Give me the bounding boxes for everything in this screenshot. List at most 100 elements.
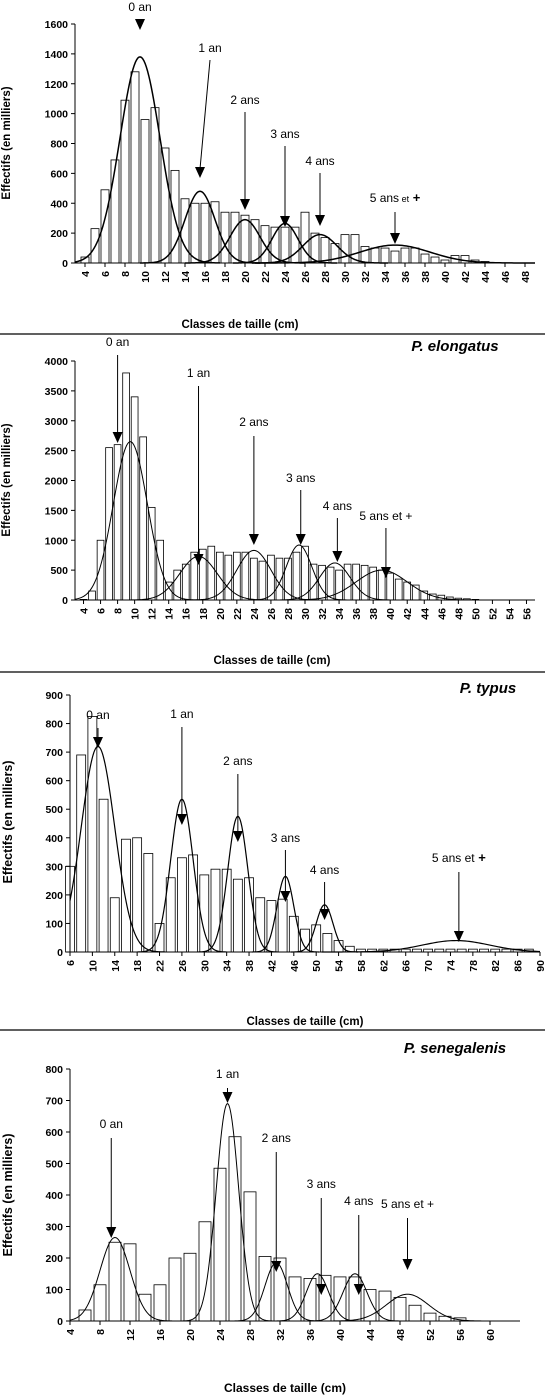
y-tick-label: 600 (45, 776, 63, 788)
x-tick-label: 34 (334, 608, 346, 620)
x-tick-label: 26 (300, 271, 312, 283)
histogram-bar (139, 436, 147, 601)
histogram-bar (243, 1191, 257, 1322)
x-tick-label: 14 (180, 271, 192, 283)
histogram-bar (98, 798, 109, 953)
histogram-bar (250, 557, 258, 601)
y-tick-label: 100 (45, 918, 63, 930)
x-tick-label: 12 (125, 1329, 137, 1341)
x-tick-label: 34 (380, 271, 392, 283)
x-tick-label: 44 (365, 1329, 377, 1341)
x-tick-label: 28 (320, 271, 332, 283)
x-tick-label: 42 (402, 608, 414, 620)
histogram-bar (93, 1284, 107, 1322)
histogram-bar (232, 878, 243, 953)
x-tick-label: 30 (199, 960, 211, 972)
histogram-bar (410, 247, 420, 264)
x-tick-label: 18 (220, 271, 232, 283)
age-class-curve (279, 569, 484, 601)
histogram-bar (224, 554, 233, 601)
y-axis-label: Effectifs (en milliers) (1, 423, 13, 536)
y-tick-label: 600 (50, 168, 68, 180)
x-tick-label: 48 (453, 608, 465, 620)
histogram-bar (143, 853, 154, 953)
age-label: 5 ans et + (381, 1197, 434, 1211)
age-label: 1 an (216, 1067, 239, 1081)
age-arrow-head (390, 233, 400, 244)
age-arrow-head (240, 199, 250, 210)
age-class-curve (272, 1273, 363, 1322)
y-tick-label: 0 (57, 947, 63, 959)
x-tick-label: 44 (480, 271, 492, 283)
age-class-curve (185, 549, 323, 601)
histogram-bar (430, 256, 440, 264)
x-tick-label: 36 (305, 1329, 317, 1341)
histogram-bar (181, 563, 190, 601)
histogram-bar (138, 1293, 152, 1322)
x-tick-label: 62 (378, 960, 390, 972)
x-tick-label: 26 (266, 608, 278, 620)
x-tick-label: 48 (395, 1329, 407, 1341)
y-tick-label: 0 (57, 1316, 63, 1328)
y-tick-label: 2000 (45, 476, 69, 488)
histogram-bar (400, 247, 410, 264)
histogram-bar (87, 716, 98, 953)
y-tick-label: 3000 (45, 416, 69, 428)
age-label-suffix: et (399, 194, 410, 204)
y-tick-label: 500 (45, 1159, 63, 1171)
age-label-plus: + (475, 850, 487, 865)
age-arrow-head (112, 432, 123, 443)
x-tick-label: 8 (113, 608, 125, 614)
x-tick-label: 40 (385, 608, 397, 620)
age-label: 3 ans (271, 831, 300, 845)
y-tick-label: 400 (45, 1190, 63, 1202)
age-label: 2 ans (262, 1131, 291, 1145)
histogram-bar (258, 560, 267, 601)
histogram-bar (303, 1278, 317, 1322)
age-label: 4 ans (310, 863, 339, 877)
age-label: 4 ans (323, 499, 352, 513)
age-class-curve (247, 544, 351, 601)
x-tick-label: 54 (504, 608, 516, 620)
x-tick-label: 6 (100, 271, 112, 277)
chart-title: P. senegalenis (404, 1040, 506, 1057)
x-tick-label: 20 (185, 1329, 197, 1341)
x-tick-label: 90 (535, 960, 545, 972)
y-axis-label: Effectifs (en milliers) (1, 761, 15, 884)
age-class-curve (74, 441, 199, 601)
age-arrow-head (402, 1259, 413, 1270)
histogram-bar (423, 1312, 437, 1322)
x-tick-label: 36 (351, 608, 363, 620)
y-tick-label: 500 (45, 804, 63, 816)
x-tick-label: 56 (521, 608, 533, 620)
age-label: 5 ans et + (370, 190, 421, 205)
histogram-bar (200, 202, 210, 264)
histogram-bar (150, 107, 160, 264)
y-tick-label: 200 (45, 1253, 63, 1265)
age-class-curve (69, 1237, 176, 1322)
age-class-curve (252, 233, 388, 264)
x-axis-label: Classes de taille (cm) (182, 319, 299, 331)
y-tick-label: 700 (45, 747, 63, 759)
x-tick-label: 26 (177, 960, 189, 972)
x-tick-label: 54 (334, 960, 346, 972)
age-arrow-head (315, 215, 325, 226)
y-tick-label: 600 (45, 1127, 63, 1139)
histogram-bar (322, 933, 333, 953)
y-tick-label: 800 (45, 1064, 63, 1076)
x-tick-label: 70 (423, 960, 435, 972)
x-tick-label: 10 (140, 271, 152, 283)
x-tick-label: 46 (289, 960, 301, 972)
age-arrow-head (193, 554, 204, 565)
x-tick-label: 12 (160, 271, 172, 283)
histogram-bar (183, 1252, 197, 1322)
x-tick-label: 16 (155, 1329, 167, 1341)
histogram-bar (130, 396, 139, 601)
age-arrow-head (280, 891, 291, 902)
age-label: 1 an (170, 707, 193, 721)
y-tick-label: 500 (50, 565, 68, 577)
age-class-curve (255, 244, 535, 264)
x-tick-label: 8 (95, 1329, 107, 1335)
